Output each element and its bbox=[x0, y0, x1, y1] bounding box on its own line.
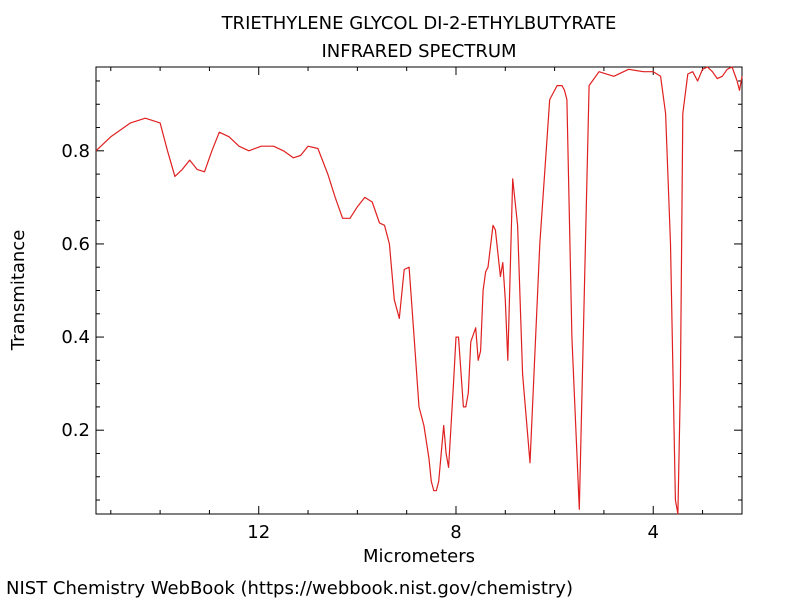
spectrum-line bbox=[95, 66, 743, 515]
source-credit: NIST Chemistry WebBook (https://webbook.… bbox=[6, 578, 573, 599]
x-tick-label: 12 bbox=[247, 522, 270, 543]
x-tick-label: 8 bbox=[450, 522, 461, 543]
x-tick-label: 4 bbox=[648, 522, 659, 543]
plot-area: 12 8 4 0.2 0.4 0.6 0.8 bbox=[61, 66, 743, 543]
y-axis-label: Transmitance bbox=[8, 230, 29, 352]
y-tick-label: 0.4 bbox=[61, 327, 90, 348]
chart-subtitle: INFRARED SPECTRUM bbox=[321, 41, 516, 62]
y-tick-label: 0.2 bbox=[61, 420, 90, 441]
x-axis-label: Micrometers bbox=[363, 546, 475, 567]
y-tick-label: 0.6 bbox=[61, 234, 90, 255]
y-tick-label: 0.8 bbox=[61, 141, 90, 162]
chart-title: TRIETHYLENE GLYCOL DI-2-ETHYLBUTYRATE bbox=[221, 13, 617, 34]
plot-frame bbox=[95, 66, 743, 515]
